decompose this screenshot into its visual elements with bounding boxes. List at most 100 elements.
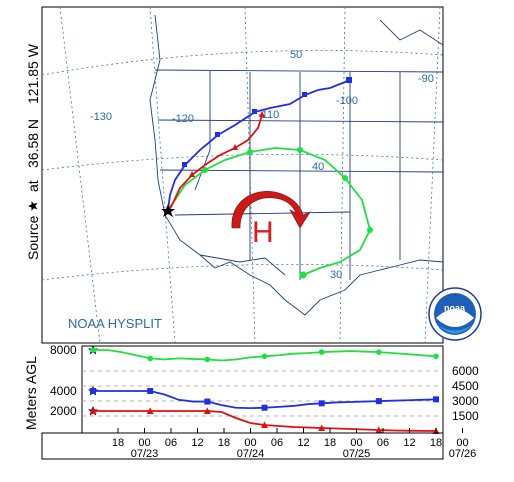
- x-axis-labels: 18 00 06 12 18 00 06 12 18 00 06 12 18 00: [112, 437, 469, 449]
- x-tick-label: 12: [403, 437, 415, 449]
- source-label-lon: 121.85 W: [25, 43, 41, 104]
- high-pressure-arrow-icon: [231, 190, 311, 229]
- grid-lon-120: [149, 6, 176, 344]
- x-date-label: 07/24: [237, 448, 265, 460]
- height-point-red: [375, 426, 383, 433]
- border-canada: [154, 69, 444, 73]
- x-tick-label: 18: [430, 437, 442, 449]
- trajectory-red: [167, 114, 263, 213]
- height-point-green: [204, 356, 211, 363]
- left-axis-label-8000: 8000: [50, 343, 77, 357]
- x-tick-label: 00: [456, 437, 468, 449]
- marker-blue-1: [182, 162, 187, 167]
- height-point-blue: [318, 400, 325, 407]
- lat-label-30: 30: [330, 269, 342, 281]
- grid-lon-110: [244, 6, 256, 344]
- state-line-6: [157, 119, 444, 123]
- marker-blue-3: [252, 109, 257, 114]
- marker-red-1: [189, 171, 195, 177]
- source-label-star-icon: [28, 201, 38, 211]
- great-lakes: [379, 19, 444, 46]
- right-axis-label-3000: 3000: [452, 394, 479, 408]
- marker-green-4: [342, 175, 348, 181]
- x-tick-label: 06: [377, 437, 389, 449]
- height-point-red: [318, 424, 326, 431]
- height-chart: Meters AGL 8000 4000 2000 6000 4500 3000…: [23, 343, 479, 434]
- high-pressure-label: H: [252, 216, 274, 249]
- noaa-logo-icon: noaa: [428, 287, 482, 341]
- right-axis-label-1500: 1500: [452, 409, 479, 423]
- lon-label-120: -120: [172, 113, 194, 125]
- source-label-word: Source: [25, 215, 41, 260]
- height-point-red: [146, 407, 154, 414]
- lat-label-50: 50: [290, 49, 302, 61]
- x-tick-label: 12: [297, 437, 309, 449]
- marker-red-2: [232, 144, 238, 150]
- marker-blue-5: [346, 77, 352, 83]
- longitude-grid: [59, 6, 441, 344]
- height-point-blue: [433, 396, 439, 403]
- left-axis-label-4000: 4000: [50, 384, 77, 398]
- height-point-blue: [261, 404, 268, 411]
- source-label: Source at 36.58 N 121.85 W: [25, 43, 41, 260]
- noaa-logo-text: noaa: [444, 303, 466, 313]
- x-tick-label: 00: [244, 437, 256, 449]
- marker-red-3: [259, 111, 265, 117]
- marker-green-5: [367, 227, 373, 233]
- right-axis-label-4500: 4500: [452, 379, 479, 393]
- height-point-blue: [375, 398, 382, 405]
- trajectory-green-path: [167, 147, 371, 276]
- right-axis-label-6000: 6000: [452, 364, 479, 378]
- x-tick-label: 18: [112, 437, 124, 449]
- grid-lon-90: [424, 6, 441, 344]
- height-point-blue: [90, 388, 96, 394]
- state-line-1: [194, 70, 211, 191]
- height-point-green: [261, 353, 268, 360]
- height-point-green: [147, 355, 153, 362]
- left-axis-label-2000: 2000: [50, 404, 77, 418]
- height-point-green: [376, 349, 382, 355]
- grid-lon-100: [339, 6, 346, 344]
- time-axis-frame: [41, 432, 444, 460]
- x-tick-label: 06: [271, 437, 283, 449]
- grid-lon-130: [59, 6, 101, 344]
- marker-blue-2: [215, 132, 220, 137]
- height-point-green: [433, 353, 439, 360]
- lon-label-110: -110: [258, 109, 279, 121]
- x-tick-label: 00: [350, 437, 362, 449]
- height-chart-frame: [81, 345, 444, 434]
- height-chart-ylabel: Meters AGL: [23, 356, 39, 430]
- x-date-label: 07/25: [343, 448, 371, 460]
- grid-lat-50: [41, 50, 444, 76]
- marker-green-6: [299, 271, 307, 279]
- noaa-hysplit-credit: NOAA HYSPLIT: [68, 316, 162, 331]
- height-point-red: [203, 407, 211, 414]
- grid-labels: -130 -120 -110 -100 -90 50 40 30: [90, 49, 434, 281]
- marker-green-1: [202, 167, 208, 173]
- x-axis-ticks: [117, 428, 463, 433]
- height-series-group: [89, 347, 440, 434]
- height-point-green: [318, 349, 325, 355]
- x-tick-label: 06: [165, 437, 177, 449]
- lon-label-90: -90: [418, 73, 434, 85]
- source-star-icon: [161, 204, 175, 217]
- x-tick-label: 18: [324, 437, 336, 449]
- height-point-blue: [204, 398, 211, 405]
- x-tick-label: 12: [191, 437, 203, 449]
- coastline: [149, 14, 444, 316]
- height-point-red: [89, 407, 97, 414]
- x-date-label: 07/26: [449, 448, 477, 460]
- x-axis-date-labels: 07/23 07/24 07/25 07/26: [131, 448, 477, 460]
- height-point-blue: [147, 388, 154, 394]
- marker-blue-4: [302, 92, 307, 97]
- x-date-label: 07/23: [131, 448, 159, 460]
- x-tick-label: 00: [138, 437, 150, 449]
- source-label-lat: 36.58 N: [25, 119, 41, 168]
- x-tick-label: 18: [218, 437, 230, 449]
- marker-green-2: [247, 149, 253, 155]
- latitude-grid: [41, 50, 444, 281]
- trajectory-red-path: [167, 114, 263, 213]
- map-panel: -130 -120 -110 -100 -90 50 40 30: [41, 6, 482, 344]
- lon-label-100: -100: [336, 95, 358, 107]
